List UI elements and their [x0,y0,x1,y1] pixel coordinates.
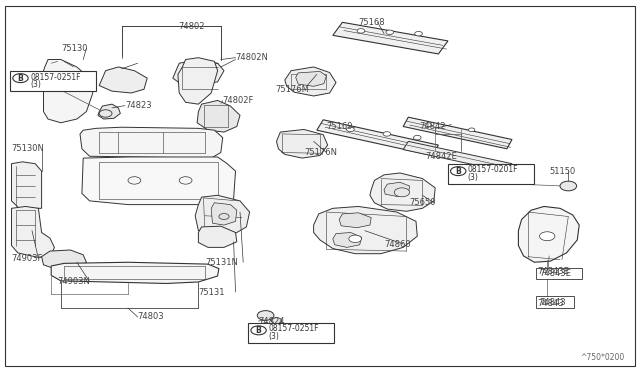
Circle shape [540,232,555,241]
Text: 74843: 74843 [538,299,564,308]
Circle shape [425,123,431,126]
Polygon shape [197,100,240,132]
Polygon shape [384,182,410,196]
Circle shape [179,177,192,184]
Text: 75131: 75131 [198,288,225,296]
Circle shape [560,181,577,191]
FancyBboxPatch shape [536,296,574,308]
Circle shape [451,167,466,176]
Circle shape [347,127,355,132]
Text: 74802: 74802 [179,22,205,31]
Text: 08157-0251F: 08157-0251F [30,73,81,81]
Text: ^750*0200: ^750*0200 [580,353,624,362]
Polygon shape [195,195,250,235]
Polygon shape [51,262,219,283]
Text: (3): (3) [268,332,279,341]
Text: 74843E: 74843E [538,267,570,276]
Text: (3): (3) [468,173,479,182]
Circle shape [357,29,365,33]
Text: 74802N: 74802N [236,53,268,62]
FancyBboxPatch shape [448,164,534,184]
Text: B: B [456,167,461,176]
Text: 51150: 51150 [549,167,575,176]
FancyBboxPatch shape [248,323,334,343]
Circle shape [251,326,266,335]
Polygon shape [339,213,371,228]
Circle shape [415,31,422,36]
Polygon shape [314,206,417,254]
Polygon shape [42,250,86,270]
Polygon shape [211,203,237,225]
Circle shape [99,110,112,117]
Polygon shape [44,60,93,123]
Polygon shape [296,71,326,86]
Text: 75130N: 75130N [12,144,44,153]
Text: 74903N: 74903N [58,277,90,286]
Polygon shape [99,67,147,93]
Text: 75130: 75130 [61,44,87,53]
Polygon shape [285,67,336,96]
Circle shape [271,318,282,324]
Polygon shape [80,127,223,158]
Polygon shape [403,117,512,149]
Circle shape [257,311,274,320]
Polygon shape [317,120,438,155]
Text: 75168: 75168 [358,18,385,27]
Polygon shape [333,232,362,247]
Text: 75650: 75650 [410,198,436,207]
Text: (3): (3) [30,80,41,89]
Text: 74903F: 74903F [12,254,43,263]
Text: 74842: 74842 [419,122,445,131]
Text: 74803: 74803 [138,312,164,321]
Text: 74802F: 74802F [223,96,254,105]
Text: B: B [256,326,261,335]
Circle shape [219,214,229,219]
Polygon shape [370,173,435,211]
Text: 74843E: 74843E [539,269,571,278]
FancyBboxPatch shape [10,71,96,91]
Text: 74842E: 74842E [426,152,458,161]
Text: 75176N: 75176N [305,148,338,157]
Circle shape [413,135,421,140]
Text: 74824: 74824 [259,317,285,326]
Polygon shape [518,206,579,262]
Text: 75169: 75169 [326,122,353,131]
Polygon shape [12,162,42,208]
Polygon shape [276,129,328,158]
Circle shape [386,30,394,35]
Circle shape [349,235,362,243]
Polygon shape [12,206,54,257]
Circle shape [394,188,410,197]
FancyBboxPatch shape [536,268,582,279]
Polygon shape [333,22,448,54]
Text: 75176M: 75176M [275,85,309,94]
Polygon shape [82,157,236,205]
Text: 74860: 74860 [384,240,411,248]
Polygon shape [178,58,218,104]
Circle shape [13,74,28,83]
Circle shape [383,132,390,136]
Polygon shape [173,60,224,85]
Text: 74843: 74843 [539,298,566,307]
Polygon shape [198,226,237,247]
Circle shape [468,128,475,132]
Text: 74823: 74823 [125,101,152,110]
Text: B: B [18,74,23,83]
Circle shape [128,177,141,184]
Text: 08157-0201F: 08157-0201F [468,165,518,174]
Text: 08157-0251F: 08157-0251F [268,324,319,333]
Text: 75131N: 75131N [205,258,237,267]
Polygon shape [403,141,512,172]
Polygon shape [98,104,120,119]
